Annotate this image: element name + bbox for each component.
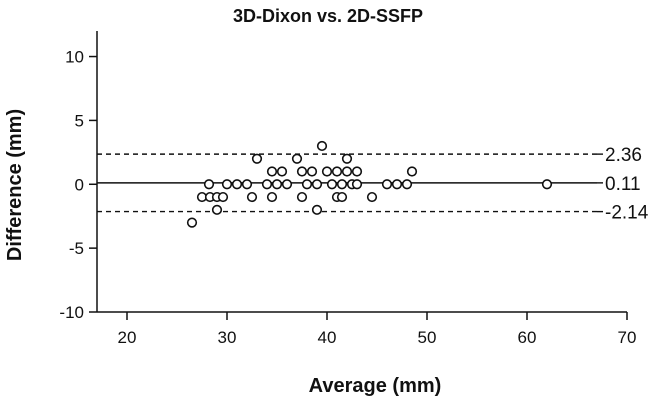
data-point [311,179,323,190]
ticks: 20 30 40 50 60 70 -10 -5 0 5 10 [59,48,636,347]
data-point [246,191,258,203]
data-point [316,140,328,152]
data-point [331,166,343,177]
axes [96,31,627,313]
data-point [381,179,393,190]
x-axis-label: Average (mm) [309,375,442,397]
data-point [336,179,348,190]
data-point [341,166,353,177]
y-axis-label: Difference (mm) [4,109,26,261]
data-point [241,179,253,190]
data-point [321,166,333,177]
data-point [251,153,263,164]
data-point [336,191,348,203]
y-tick-label: 5 [75,111,84,130]
data-point [296,166,308,177]
data-point [217,191,229,203]
reference-line-label: -2.14 [605,203,649,224]
data-point [301,179,313,190]
y-tick-label: -5 [69,239,84,258]
data-point [326,179,338,190]
data-point [541,179,553,190]
x-tick-label: 40 [318,328,337,347]
data-point [281,179,293,190]
data-point [401,179,413,190]
data-point [351,166,363,177]
data-point [351,179,363,190]
data-point [211,204,223,215]
data-point [261,179,273,190]
data-point [341,153,353,164]
data-point [276,166,288,177]
data-point [311,204,323,215]
data-point [291,153,303,164]
chart-title: 3D-Dixon vs. 2D-SSFP [233,6,423,26]
data-point [296,191,308,203]
reference-lines: 2.36 0.11 -2.14 [97,145,649,224]
x-tick-label: 70 [618,328,637,347]
data-point [221,179,233,190]
reference-line-label: 2.36 [605,145,642,166]
y-tick-label: -10 [59,303,84,322]
y-tick-label: 0 [75,175,84,194]
data-point [266,166,278,177]
data-point [271,179,283,190]
x-tick-label: 60 [518,328,537,347]
data-point [203,179,215,190]
data-point [306,166,318,177]
x-tick-label: 50 [418,328,437,347]
data-point [366,191,378,203]
x-tick-label: 20 [118,328,137,347]
x-tick-label: 30 [218,328,237,347]
reference-line-label: 0.11 [605,174,641,195]
y-tick-label: 10 [65,48,84,67]
data-point [406,166,418,177]
data-point [231,179,243,190]
data-point [266,191,278,203]
data-point [391,179,403,190]
data-points [186,140,553,228]
data-point [186,217,198,228]
